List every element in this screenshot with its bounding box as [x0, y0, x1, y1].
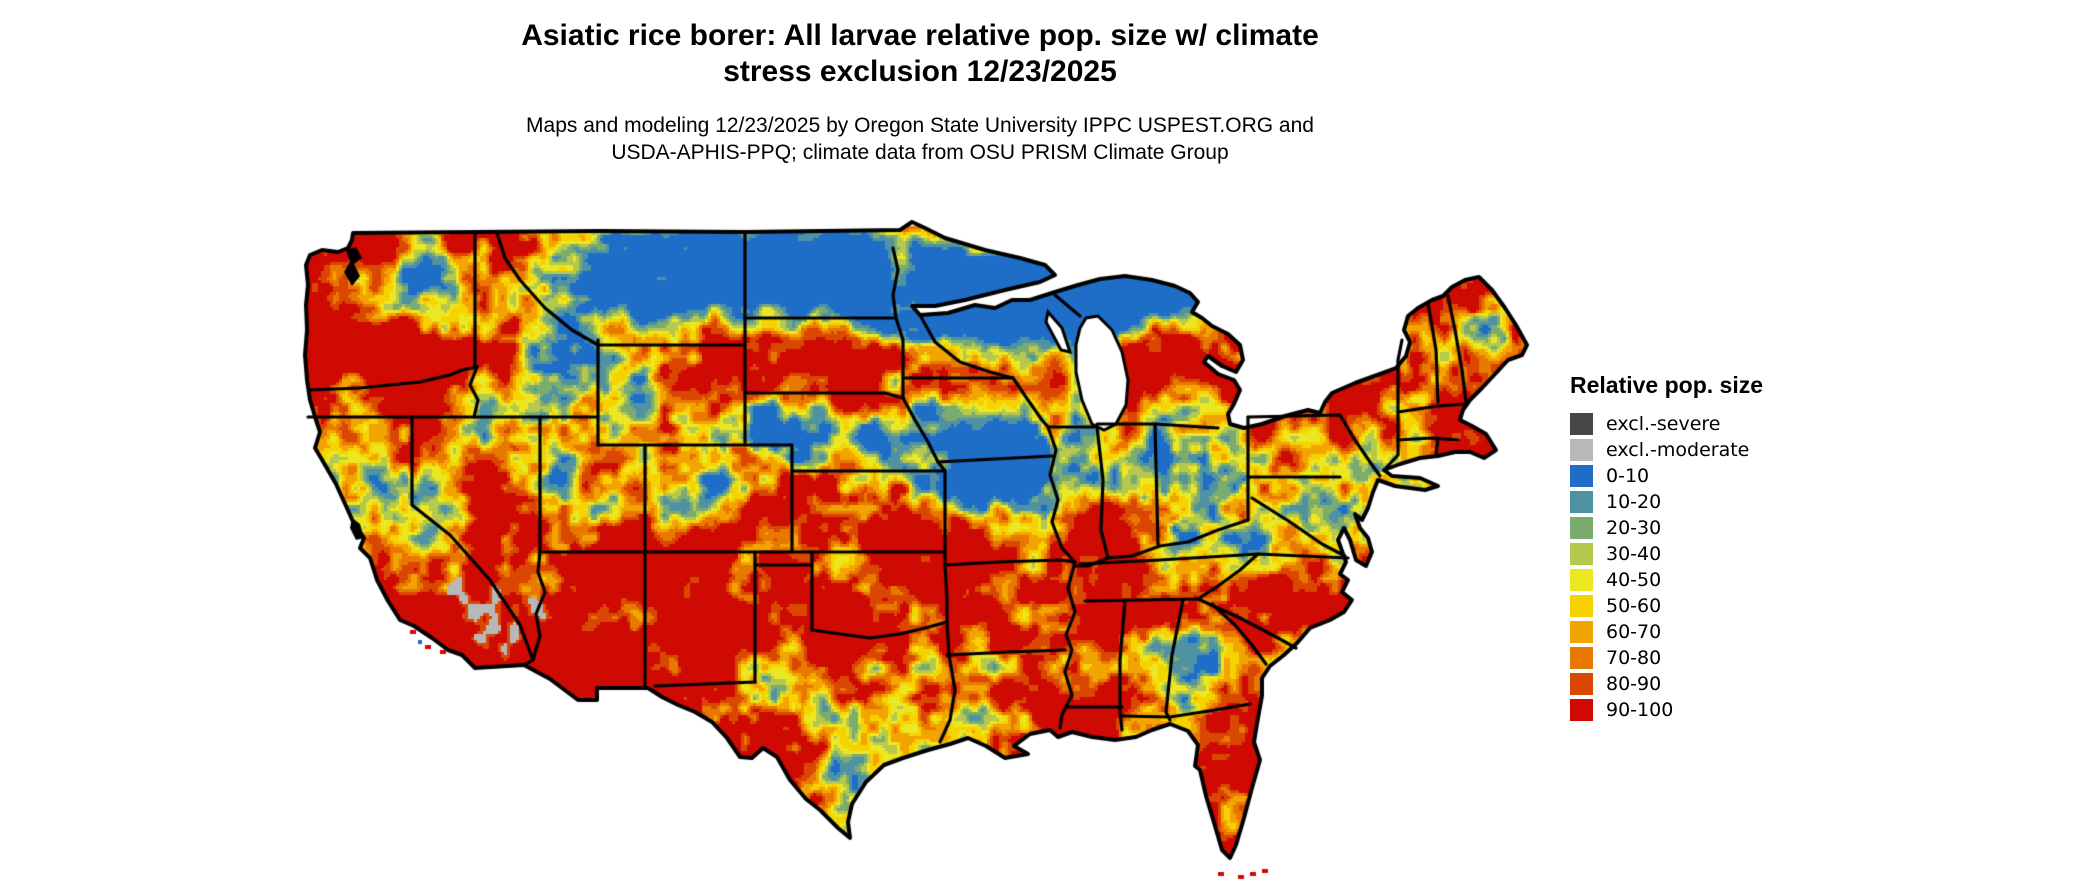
legend-item-label: 40-50 — [1606, 569, 1662, 591]
legend-item-label: 20-30 — [1606, 517, 1662, 539]
legend-swatch — [1570, 621, 1593, 643]
legend-item: 10-20 — [1570, 491, 1870, 513]
legend: Relative pop. size excl.-severe excl.-mod… — [1570, 372, 1870, 725]
legend-swatch — [1570, 491, 1593, 513]
legend-item-label: 90-100 — [1606, 699, 1674, 721]
legend-item: 80-90 — [1570, 673, 1870, 695]
legend-item-label: 70-80 — [1606, 647, 1662, 669]
legend-item-label: 0-10 — [1606, 465, 1650, 487]
legend-item: 50-60 — [1570, 595, 1870, 617]
legend-item: excl.-severe — [1570, 413, 1870, 435]
legend-item-label: 60-70 — [1606, 621, 1662, 643]
legend-swatch — [1570, 517, 1593, 539]
legend-item: 30-40 — [1570, 543, 1870, 565]
legend-item-label: 10-20 — [1606, 491, 1662, 513]
legend-swatch — [1570, 699, 1593, 721]
legend-item-label: 80-90 — [1606, 673, 1662, 695]
legend-swatch — [1570, 465, 1593, 487]
legend-item-label: 50-60 — [1606, 595, 1662, 617]
legend-item: 20-30 — [1570, 517, 1870, 539]
legend-item-label: 30-40 — [1606, 543, 1662, 565]
legend-swatch — [1570, 595, 1593, 617]
legend-item: 40-50 — [1570, 569, 1870, 591]
legend-swatch — [1570, 647, 1593, 669]
legend-item: excl.-moderate — [1570, 439, 1870, 461]
legend-item: 70-80 — [1570, 647, 1870, 669]
legend-swatch — [1570, 673, 1593, 695]
legend-item: 60-70 — [1570, 621, 1870, 643]
legend-swatch — [1570, 543, 1593, 565]
legend-item: 0-10 — [1570, 465, 1870, 487]
legend-item-label: excl.-severe — [1606, 413, 1721, 435]
legend-swatch — [1570, 413, 1593, 435]
legend-items: excl.-severe excl.-moderate 0-10 10-20 20-30… — [1570, 413, 1870, 721]
legend-item-label: excl.-moderate — [1606, 439, 1750, 461]
legend-title: Relative pop. size — [1570, 372, 1764, 398]
legend-swatch — [1570, 439, 1593, 461]
legend-item: 90-100 — [1570, 699, 1870, 721]
legend-swatch — [1570, 569, 1593, 591]
